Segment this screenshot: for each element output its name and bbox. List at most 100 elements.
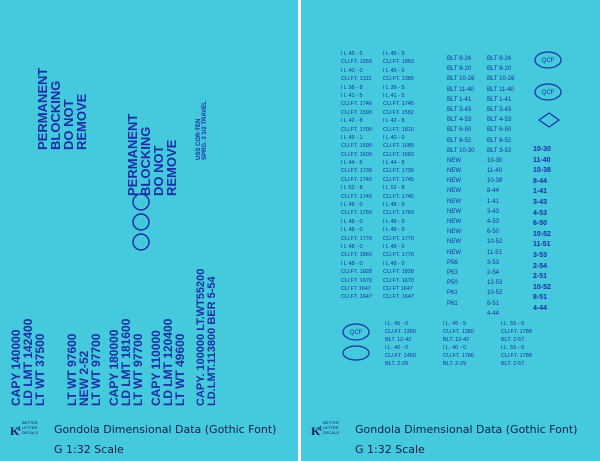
data-row: I L 48 - 0 (383, 227, 405, 234)
ltwt-block: LT WT 97600 NEW 2-52 LT WT 97700 (65, 334, 103, 406)
bottom-row: CU.FT. 1450 CU.FT. 1786 CU.FT. 1788 (385, 353, 559, 362)
data-row: 3-43 (487, 208, 500, 215)
data-row: NEW (447, 168, 461, 175)
data-row: 4-53 (533, 209, 548, 217)
permanent-blocking-1: PERMANENT BLOCKING DO NOT REMOVE (35, 68, 89, 150)
data-row: 2-54 (533, 262, 548, 270)
better-letter-decals-logo: K 4 (10, 424, 21, 438)
bottom-cell: CU.FT. 1380 (385, 329, 416, 335)
capy-block-4: CAPY. 100000 LT.WT55200 LD.LMT.113800 BE… (195, 269, 218, 406)
svg-text:QCF: QCF (542, 58, 555, 64)
sheet-footer: K 4 BETTER LETTER DECALS Gondola Dimensi… (0, 417, 298, 461)
data-row: P61 (447, 290, 458, 297)
bottom-cell: CU.FT. 1788 (501, 329, 532, 335)
permanent-blocking-2: PERMANENT BLOCKING DO NOT REMOVE (125, 114, 179, 196)
logo-text: BETTER LETTER DECALS (22, 420, 39, 435)
data-row: CU FT 1647 (383, 285, 413, 292)
data-row: NEW (447, 229, 461, 236)
data-row: CU.FT. 1776 (383, 252, 414, 259)
decal-sheet-left: CAPY 140000 LD LMT 142400 LT WT 37500 LT… (0, 0, 298, 461)
data-row: P58 (447, 259, 458, 266)
data-row: CU.FT. 1682 (383, 151, 414, 158)
data-row: 4-44 (533, 304, 548, 312)
blt-column-1: BLT 8-24 BLT 9-20 BLT 10-28 BLT 11-40 BLT 1-… (447, 56, 474, 311)
data-row: 8-44 (487, 188, 500, 195)
bottom-row: BLT. 2-29 BLT. 2-29 BLT. 2-57 (385, 361, 559, 370)
data-row: BLT 4-53 (487, 117, 512, 124)
data-row: BLT 8-24 (447, 56, 472, 62)
data-row: I L 44 - 8 (383, 160, 405, 167)
bottom-data-rows: I.L. 45 - 0 I.L. 45 - 5 I.L. 55 - 0 CU.FT. … (385, 321, 559, 370)
data-row: CU.FT. 1850 (383, 59, 414, 66)
bottom-row: BLT. 12-42 BLT. 12-42 BLT. 2-57 (385, 337, 559, 346)
data-row: NEW (447, 249, 461, 256)
bottom-cell: CU.FT. 1380 (443, 329, 474, 335)
data-row: CU.FT. 1760 (341, 210, 372, 217)
svg-text:K: K (10, 424, 20, 438)
data-row: 10-52 (487, 239, 503, 246)
svg-text:QCF: QCF (350, 330, 363, 336)
data-row: CU.FT. 1647 (383, 294, 414, 301)
line: SPRG. 3 1/2 TRAVEL (202, 101, 208, 160)
line: REMOVE (74, 93, 89, 150)
data-row: BLT 4-53 (447, 117, 472, 124)
data-row: BLT 9-20 (487, 66, 512, 73)
capy-block-3: CAPY 110000 LD LMT 120400 LT WT 49600 (149, 319, 187, 406)
data-row: CU.FT. 1745 (341, 193, 372, 200)
data-row: CU.FT. 1760 (383, 210, 414, 217)
data-row: I L 52 - 8 (341, 185, 363, 192)
data-row: CU.FT. 1828 (341, 269, 372, 276)
qcf-logo-icon: QCF (342, 323, 370, 341)
data-row: 8-44 (533, 177, 548, 185)
data-row: NEW (447, 219, 461, 225)
sheet-title: Gondola Dimensional Data (Gothic Font) (54, 423, 277, 436)
data-row: CU.FT. 1385 (383, 76, 414, 83)
data-row: BLT 11-40 (487, 86, 515, 93)
data-row: I L 42 - 8 (383, 118, 405, 125)
data-row: I L 48 - 0 (341, 202, 363, 209)
data-row: I L 48 - 0 (383, 243, 405, 250)
data-row: CU.FT. 1770 (341, 235, 372, 242)
data-row: BLT 10-28 (447, 76, 475, 83)
line: LT WT 37500 (33, 333, 47, 406)
data-row: 10-30 (487, 157, 503, 164)
data-row: I L 41 - 5 (341, 92, 363, 99)
data-row: CU.FT. 1590 (341, 143, 372, 150)
data-row: CU.FT. 1770 (383, 235, 414, 242)
data-row: CU.FT. 1745 (383, 176, 414, 183)
date-column: 10-30 11-40 10-38 8-44 1-41 3-43 4-53 6-50 10-52… (533, 146, 551, 316)
data-row: BLT 10-30 (447, 147, 475, 154)
decal-sheet-right: I L 45 - 5 CU.FT. 1950 I L 40 - 0 CU.FT. 13… (301, 0, 600, 461)
data-row: 8-51 (533, 294, 548, 302)
bottom-cell: CU.FT. 1786 (443, 353, 474, 359)
data-row: CU.FT. 1685 (383, 143, 414, 150)
data-row: 10-38 (487, 178, 503, 185)
data-row: I L 41 - 5 (383, 92, 405, 99)
data-row: CU.FT. 1745 (383, 193, 414, 200)
data-row: I L 45 - 5 (341, 51, 363, 57)
data-row: BLT 8-24 (487, 56, 512, 62)
data-row: CU.FT. 1745 (383, 101, 414, 108)
data-row: I L 40 - 0 (341, 67, 363, 74)
bottom-cell: BLT. 2-29 (443, 361, 467, 367)
data-row: 10-52 (533, 230, 551, 238)
il-column-2: I L 45 - 5 CU.FT. 1850 I L 45 - 0 CU.FT. 13… (383, 51, 414, 304)
data-row: I L 48 - 0 (341, 243, 363, 250)
bottom-cell: I.L. 40 - 0 (443, 345, 467, 351)
data-row: BLT 3-43 (447, 106, 472, 113)
lettered-emblem-icon (342, 345, 370, 361)
data-row: 1-41 (487, 198, 500, 205)
data-row: CU.FT. 1582 (383, 109, 414, 116)
bottom-cell: CU.FT. 1450 (385, 353, 416, 359)
data-row: 10-38 (533, 167, 551, 175)
data-row: I L 45 - 1 (341, 134, 363, 141)
data-row: CU.FT. 1730 (383, 168, 414, 175)
data-row: 4-44 (487, 310, 500, 317)
line: LT WT 49600 (173, 333, 187, 406)
data-row: 3-43 (533, 198, 548, 206)
data-row: CU.FT. 1647 (341, 294, 372, 301)
data-row: I L 48 - 0 (341, 218, 363, 225)
bottom-cell: I.L. 45 - 5 (443, 321, 467, 327)
data-row: NEW (447, 239, 461, 246)
data-row: 11-51 (533, 241, 551, 249)
